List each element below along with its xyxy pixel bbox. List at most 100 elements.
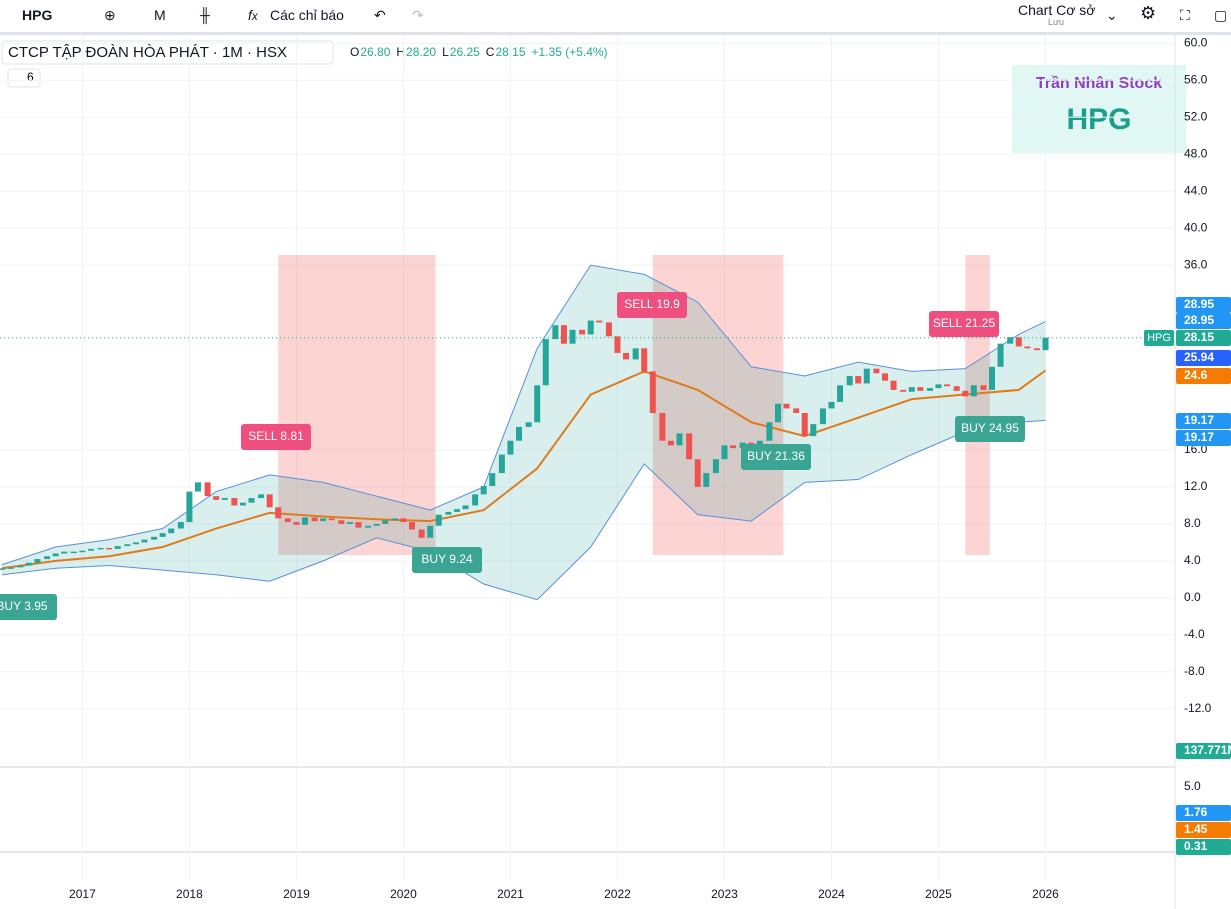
candle xyxy=(445,511,452,515)
candle xyxy=(641,348,648,372)
candle xyxy=(320,518,327,522)
candle xyxy=(944,384,951,387)
save-status[interactable]: Lưu xyxy=(1048,17,1065,27)
chart-style[interactable]: ╫ xyxy=(200,7,210,23)
y-tick-label: -8.0 xyxy=(1184,664,1205,678)
candle xyxy=(194,482,201,492)
signal-label: SELL 8.81 xyxy=(248,429,304,443)
candle xyxy=(365,525,372,528)
signal-badge xyxy=(241,424,311,450)
indicator-toggle[interactable] xyxy=(7,68,41,88)
candle xyxy=(989,366,996,390)
price-badge xyxy=(1176,313,1231,329)
macd-tick-label: 5.0 xyxy=(1184,779,1201,793)
add-symbol[interactable]: ⊕ xyxy=(104,7,116,23)
x-tick-label: 2025 xyxy=(925,887,952,901)
ohlc-label: H xyxy=(396,45,405,59)
candle xyxy=(730,445,737,449)
settings[interactable]: ⚙ xyxy=(1140,3,1157,23)
candle xyxy=(686,433,693,460)
ohlc-label: O xyxy=(350,45,359,59)
interval[interactable]: M xyxy=(154,7,166,23)
candle xyxy=(552,325,559,340)
legend-box[interactable] xyxy=(1,40,334,65)
redo[interactable]: ↷ xyxy=(412,7,424,23)
candle xyxy=(569,329,576,344)
price-badge-label: 28.95 xyxy=(1184,297,1214,311)
signal-label: BUY 24.95 xyxy=(961,421,1019,435)
symbol-search[interactable]: HPG xyxy=(22,7,53,23)
layout-name[interactable]: Chart Cơ sở xyxy=(1018,2,1096,18)
candle xyxy=(917,387,924,391)
candle xyxy=(213,496,220,500)
candle xyxy=(1033,348,1040,351)
candle xyxy=(391,518,398,521)
candle xyxy=(204,482,211,497)
candle xyxy=(855,376,862,384)
candle xyxy=(721,445,728,460)
candle xyxy=(373,523,380,526)
signal-label: SELL 19.9 xyxy=(624,297,680,311)
candle xyxy=(676,433,683,446)
y-tick-label: 52.0 xyxy=(1184,109,1208,123)
candle xyxy=(712,459,719,474)
candle xyxy=(970,385,977,397)
signal-label: BUY 21.36 xyxy=(747,449,805,463)
layout-menu[interactable]: ⌄ xyxy=(1106,7,1118,23)
candle xyxy=(472,494,479,506)
indicator-count: 6 xyxy=(27,70,34,84)
candle xyxy=(248,498,255,503)
price-badge xyxy=(1176,430,1231,446)
moving-average xyxy=(2,369,1047,570)
price-badge-label: 24.6 xyxy=(1184,368,1208,382)
y-tick-label: 8.0 xyxy=(1184,516,1201,530)
candle xyxy=(311,517,318,522)
candle xyxy=(926,388,933,391)
ohlc-label: L xyxy=(442,45,449,59)
candle xyxy=(258,494,265,499)
candle xyxy=(748,442,755,446)
candle xyxy=(25,562,32,566)
candle xyxy=(266,494,273,508)
snapshot[interactable]: ▢ xyxy=(1214,7,1228,23)
price-badge xyxy=(1176,330,1231,346)
candle xyxy=(489,473,496,487)
candle xyxy=(507,440,514,455)
y-tick-label: 44.0 xyxy=(1184,183,1208,197)
y-tick-label: 40.0 xyxy=(1184,220,1208,234)
undo[interactable]: ↶ xyxy=(374,7,386,23)
candle xyxy=(52,553,59,557)
price-badge-label: 28.95 xyxy=(1184,313,1214,327)
signal-badge xyxy=(741,444,811,470)
signal-badge xyxy=(412,547,482,573)
candle xyxy=(774,403,781,423)
candle xyxy=(186,491,193,523)
candle xyxy=(284,518,291,523)
candle xyxy=(756,440,763,446)
candle xyxy=(783,403,790,409)
price-change: +1.35 (+5.4%) xyxy=(532,45,608,59)
candle xyxy=(560,325,567,344)
indicators[interactable]: Các chỉ báo xyxy=(270,7,344,23)
y-tick-label: 36.0 xyxy=(1184,257,1208,271)
price-badge xyxy=(1176,297,1231,313)
y-tick-label: 56.0 xyxy=(1184,72,1208,86)
candle xyxy=(659,413,666,441)
price-badge-label: 137.771M xyxy=(1184,743,1231,757)
fullscreen[interactable]: ⛶ xyxy=(1180,7,1190,23)
candle xyxy=(0,568,6,570)
signal-label: BUY 3.95 xyxy=(0,599,48,613)
candle xyxy=(667,440,674,446)
candle xyxy=(106,547,113,550)
candle xyxy=(338,520,345,524)
candle xyxy=(881,373,888,381)
candle xyxy=(382,520,389,524)
candle xyxy=(649,371,656,414)
x-tick-label: 2020 xyxy=(390,887,417,901)
candle xyxy=(231,498,238,506)
candle xyxy=(997,343,1004,367)
candle xyxy=(132,542,139,545)
candle xyxy=(141,539,148,543)
candle xyxy=(793,408,800,414)
